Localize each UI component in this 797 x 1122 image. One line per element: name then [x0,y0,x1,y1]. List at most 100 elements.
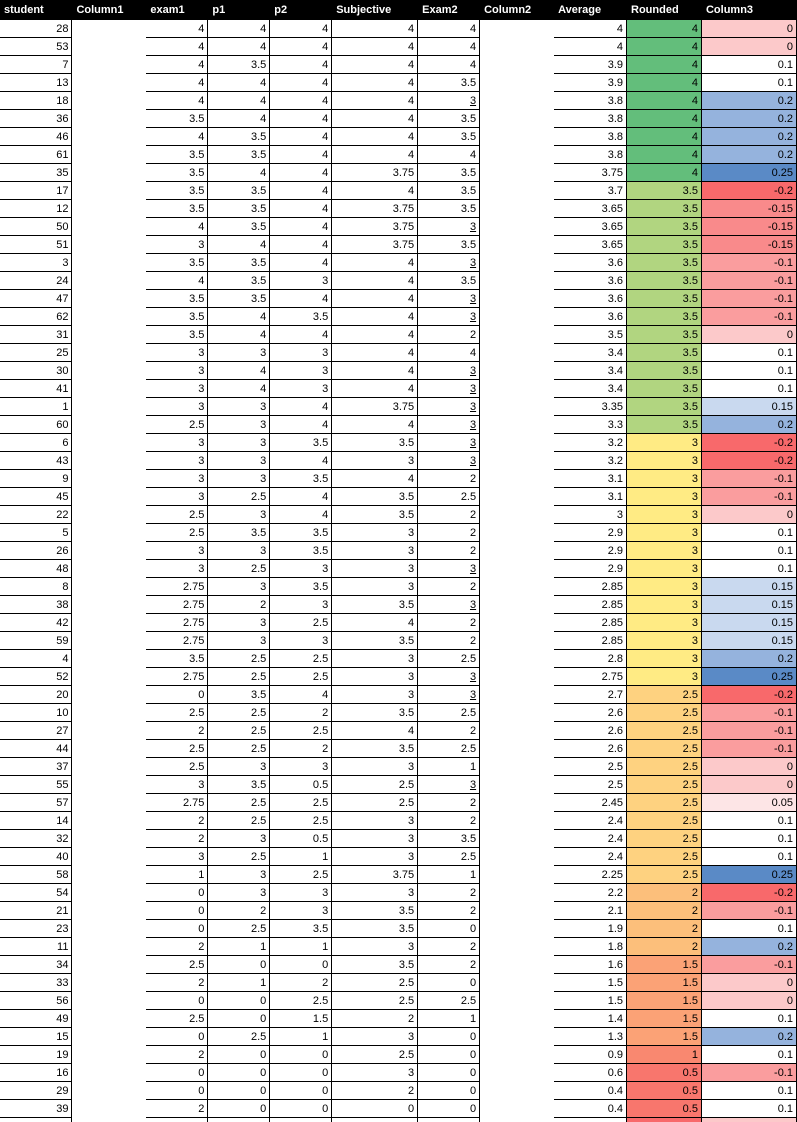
cell-exam2[interactable]: 3 [417,217,481,236]
cell-rounded[interactable]: 2.5 [626,865,702,884]
cell-rounded[interactable]: 3.5 [626,307,702,326]
cell-column2[interactable] [480,830,554,848]
cell-p2[interactable]: 3 [269,343,333,362]
cell-column2[interactable] [480,668,554,686]
cell-column2[interactable] [480,974,554,992]
cell-student[interactable]: 57 [0,793,73,812]
cell-exam1[interactable]: 3 [145,343,209,362]
cell-p2[interactable]: 3 [269,559,333,578]
cell-exam1[interactable]: 2.5 [145,1009,209,1028]
cell-column3[interactable]: 0.1 [701,1009,797,1028]
cell-p2[interactable]: 4 [269,145,333,164]
cell-column3[interactable]: 0 [701,775,797,794]
column-header-p2[interactable]: p2 [269,0,333,20]
cell-subjective[interactable]: 3.5 [331,703,419,722]
cell-subjective[interactable]: 3 [331,1027,419,1046]
cell-p2[interactable]: 4 [269,37,333,56]
cell-average[interactable]: 3.7 [553,181,628,200]
cell-exam1[interactable]: 2 [145,1045,209,1064]
cell-exam1[interactable]: 0 [145,1117,209,1122]
cell-column3[interactable]: -0.1 [701,703,797,722]
cell-column2[interactable] [480,884,554,902]
cell-subjective[interactable]: 2.5 [331,1045,419,1064]
cell-column1[interactable] [72,704,146,722]
cell-student[interactable]: 48 [0,559,73,578]
cell-average[interactable]: 2.75 [553,667,628,686]
cell-column1[interactable] [72,434,146,452]
cell-exam1[interactable]: 2.5 [145,523,209,542]
cell-exam2[interactable]: 3 [417,253,481,272]
cell-p2[interactable]: 3.5 [269,577,333,596]
cell-exam1[interactable]: 2.75 [145,613,209,632]
cell-exam2[interactable]: 4 [417,37,481,56]
cell-p2[interactable]: 4 [269,127,333,146]
cell-student[interactable]: 15 [0,1027,73,1046]
cell-p1[interactable]: 3 [207,865,271,884]
cell-exam2[interactable]: 2 [417,469,481,488]
cell-rounded[interactable]: 3.5 [626,199,702,218]
cell-subjective[interactable]: 4 [331,613,419,632]
cell-exam1[interactable]: 3 [145,433,209,452]
cell-p2[interactable]: 2.5 [269,649,333,668]
cell-column2[interactable] [480,506,554,524]
cell-column3[interactable]: -0.2 [701,883,797,902]
cell-p2[interactable]: 2.5 [269,721,333,740]
cell-subjective[interactable]: 4 [331,289,419,308]
cell-rounded[interactable]: 3.5 [626,361,702,380]
cell-p1[interactable]: 2.5 [207,739,271,758]
cell-rounded[interactable]: 3.5 [626,325,702,344]
cell-exam2[interactable]: 2 [417,613,481,632]
cell-student[interactable]: 47 [0,289,73,308]
cell-exam1[interactable]: 0 [145,883,209,902]
cell-column2[interactable] [480,272,554,290]
column-header-exam2[interactable]: Exam2 [417,0,481,20]
cell-subjective[interactable]: 3.75 [331,235,419,254]
cell-column1[interactable] [72,596,146,614]
cell-rounded[interactable]: 3.5 [626,415,702,434]
cell-column1[interactable] [72,272,146,290]
cell-column1[interactable] [72,776,146,794]
cell-exam2[interactable]: 2 [417,901,481,920]
cell-rounded[interactable]: 3.5 [626,289,702,308]
cell-subjective[interactable]: 3 [331,523,419,542]
cell-exam1[interactable]: 0 [145,919,209,938]
cell-exam1[interactable]: 4 [145,271,209,290]
cell-column3[interactable]: 0.2 [701,127,797,146]
cell-column2[interactable] [480,164,554,182]
cell-p1[interactable]: 2.5 [207,811,271,830]
cell-subjective[interactable]: 3 [331,649,419,668]
cell-column1[interactable] [72,956,146,974]
cell-p1[interactable]: 0 [207,1117,271,1122]
cell-column2[interactable] [480,1010,554,1028]
cell-subjective[interactable]: 3 [331,757,419,776]
cell-average[interactable]: 0.6 [553,1063,628,1082]
cell-average[interactable]: 2.9 [553,559,628,578]
cell-exam1[interactable]: 2.5 [145,415,209,434]
cell-p2[interactable]: 3.5 [269,433,333,452]
cell-average[interactable]: 2.6 [553,739,628,758]
cell-subjective[interactable]: 3 [331,451,419,470]
cell-p1[interactable]: 4 [207,361,271,380]
cell-column1[interactable] [72,1010,146,1028]
cell-p1[interactable]: 0 [207,955,271,974]
cell-p1[interactable]: 3 [207,883,271,902]
cell-subjective[interactable]: 4 [331,127,419,146]
cell-p1[interactable]: 2.5 [207,649,271,668]
cell-subjective[interactable]: 4 [331,271,419,290]
cell-exam1[interactable]: 0 [145,1063,209,1082]
cell-exam1[interactable]: 2 [145,721,209,740]
cell-student[interactable]: 17 [0,181,73,200]
cell-rounded[interactable]: 1.5 [626,1009,702,1028]
column-header-column3[interactable]: Column3 [701,0,797,20]
cell-exam1[interactable]: 4 [145,73,209,92]
cell-student[interactable]: 62 [0,307,73,326]
cell-subjective[interactable]: 3.5 [331,433,419,452]
cell-exam2[interactable]: 2.5 [417,703,481,722]
cell-column1[interactable] [72,1046,146,1064]
cell-exam2[interactable]: 3.5 [417,73,481,92]
cell-column1[interactable] [72,920,146,938]
cell-average[interactable]: 1.3 [553,1027,628,1046]
cell-p2[interactable]: 2.5 [269,991,333,1010]
column-header-column1[interactable]: Column1 [71,0,147,20]
cell-subjective[interactable]: 3.5 [331,955,419,974]
